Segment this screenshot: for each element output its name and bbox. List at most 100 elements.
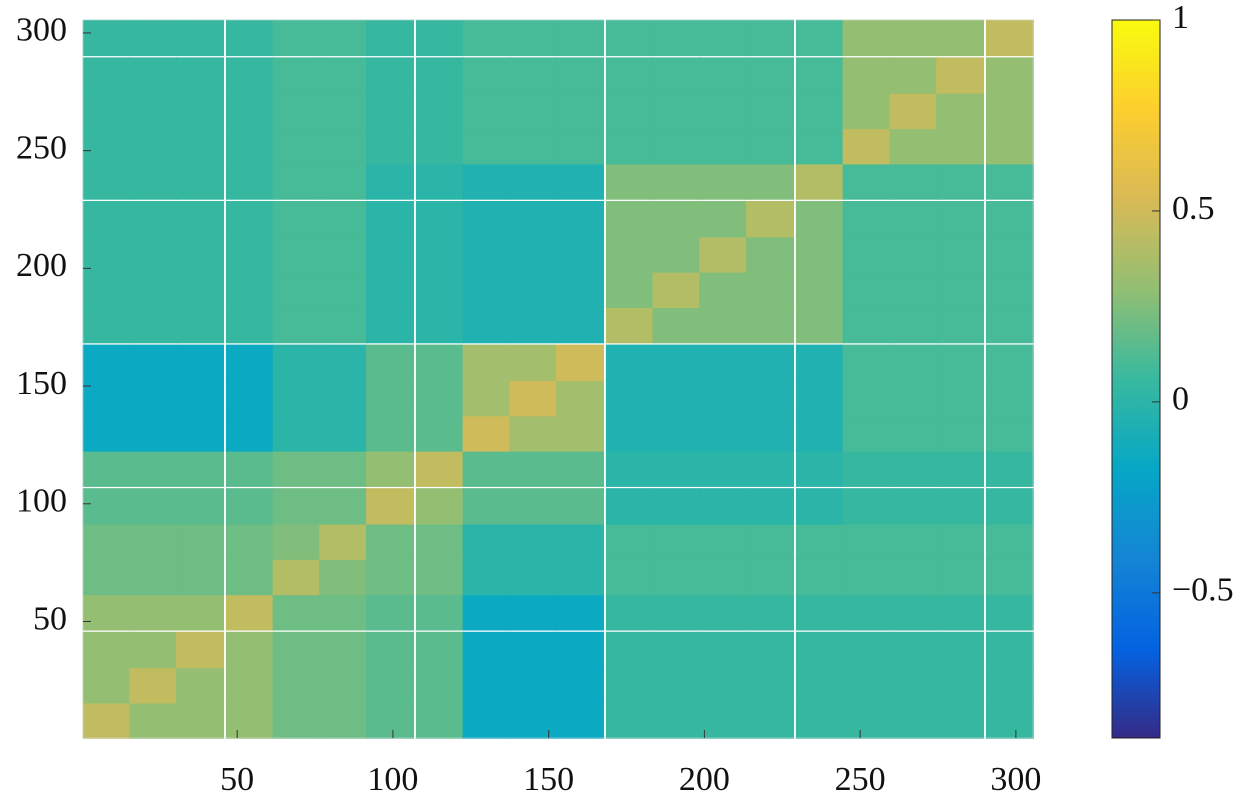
heatmap-cell bbox=[746, 92, 795, 130]
heatmap-cell bbox=[82, 236, 131, 273]
colorbar bbox=[1111, 19, 1161, 739]
heatmap-cell bbox=[129, 379, 178, 417]
heatmap-cell bbox=[652, 271, 701, 308]
heatmap-cell bbox=[225, 306, 274, 344]
heatmap-cell bbox=[936, 450, 985, 487]
heatmap-cell bbox=[889, 92, 938, 130]
heatmap-cell bbox=[366, 200, 415, 238]
heatmap-cell bbox=[746, 57, 795, 94]
heatmap-cell bbox=[82, 488, 131, 525]
heatmap-cell bbox=[509, 57, 558, 94]
heatmap-cell bbox=[842, 19, 891, 57]
heatmap-cell bbox=[652, 523, 701, 560]
y-tick-label: 100 bbox=[16, 483, 67, 520]
heatmap-cell bbox=[272, 667, 321, 704]
x-tick-label: 300 bbox=[990, 761, 1041, 798]
heatmap-cell bbox=[795, 488, 844, 525]
heatmap-cell bbox=[699, 379, 748, 417]
heatmap-cell bbox=[985, 558, 1034, 596]
heatmap-cell bbox=[176, 306, 225, 344]
heatmap-cell bbox=[889, 200, 938, 238]
heatmap-cell bbox=[366, 379, 415, 417]
heatmap-cell bbox=[462, 271, 511, 308]
heatmap-cell bbox=[509, 127, 558, 165]
heatmap-cell bbox=[509, 523, 558, 560]
heatmap-cell bbox=[319, 379, 368, 417]
heatmap-cell bbox=[225, 127, 274, 165]
heatmap-cell bbox=[82, 19, 131, 57]
heatmap-cell bbox=[795, 558, 844, 596]
heatmap-cell bbox=[272, 306, 321, 344]
heatmap-cell bbox=[556, 200, 605, 238]
heatmap-cell bbox=[605, 19, 654, 57]
heatmap-cell bbox=[366, 306, 415, 344]
heatmap-cell bbox=[652, 306, 701, 344]
heatmap-cell bbox=[366, 236, 415, 273]
heatmap-cell bbox=[462, 306, 511, 344]
heatmap-cell bbox=[176, 127, 225, 165]
heatmap-cell bbox=[176, 667, 225, 704]
heatmap-cell bbox=[129, 163, 178, 200]
heatmap-cell bbox=[415, 488, 464, 525]
heatmap-cell bbox=[699, 344, 748, 381]
heatmap-cell bbox=[509, 631, 558, 669]
heatmap-cell bbox=[272, 702, 321, 739]
heatmap-cell bbox=[366, 19, 415, 57]
heatmap-cell bbox=[936, 57, 985, 94]
heatmap-cell bbox=[605, 558, 654, 596]
heatmap-cell bbox=[605, 200, 654, 238]
heatmap-cell bbox=[795, 667, 844, 704]
heatmap-cell bbox=[415, 702, 464, 739]
heatmap-cell bbox=[936, 236, 985, 273]
heatmap-cell bbox=[225, 271, 274, 308]
heatmap-cell bbox=[82, 450, 131, 487]
heatmap-cell bbox=[605, 344, 654, 381]
heatmap-cell bbox=[176, 450, 225, 487]
heatmap-cell bbox=[556, 236, 605, 273]
heatmap-cell bbox=[889, 57, 938, 94]
heatmap-cell bbox=[699, 702, 748, 739]
heatmap-cell bbox=[699, 200, 748, 238]
heatmap-cell bbox=[319, 450, 368, 487]
heatmap-cell bbox=[889, 379, 938, 417]
heatmap-cell bbox=[176, 344, 225, 381]
heatmap-cell bbox=[889, 450, 938, 487]
heatmap-cell bbox=[509, 667, 558, 704]
heatmap-cell bbox=[746, 488, 795, 525]
heatmap-cell bbox=[176, 594, 225, 631]
y-tick-label: 300 bbox=[16, 12, 67, 49]
heatmap-cell bbox=[699, 163, 748, 200]
heatmap-cell bbox=[842, 702, 891, 739]
heatmap-cell bbox=[225, 594, 274, 631]
heatmap-cell bbox=[842, 92, 891, 130]
heatmap-cell bbox=[462, 702, 511, 739]
x-tick-label: 150 bbox=[523, 761, 574, 798]
heatmap-cell bbox=[746, 558, 795, 596]
heatmap-cell bbox=[795, 631, 844, 669]
heatmap-cell bbox=[556, 379, 605, 417]
heatmap-cell bbox=[936, 558, 985, 596]
heatmap-cell bbox=[176, 488, 225, 525]
heatmap-cell bbox=[605, 163, 654, 200]
heatmap-cell bbox=[842, 200, 891, 238]
heatmap-cell bbox=[509, 200, 558, 238]
heatmap-cell bbox=[272, 163, 321, 200]
heatmap-cell bbox=[795, 594, 844, 631]
heatmap-cell bbox=[556, 594, 605, 631]
heatmap-cell bbox=[225, 344, 274, 381]
heatmap-cell bbox=[82, 200, 131, 238]
heatmap-cell bbox=[272, 379, 321, 417]
heatmap-cell bbox=[985, 594, 1034, 631]
heatmap-cell bbox=[225, 488, 274, 525]
heatmap-cell bbox=[556, 271, 605, 308]
heatmap-cell bbox=[556, 523, 605, 560]
heatmap-cell bbox=[842, 558, 891, 596]
heatmap-cell bbox=[842, 236, 891, 273]
heatmap-cell bbox=[652, 379, 701, 417]
heatmap-cell bbox=[82, 92, 131, 130]
heatmap-cell bbox=[556, 92, 605, 130]
heatmap-cell bbox=[462, 379, 511, 417]
heatmap-cell bbox=[652, 57, 701, 94]
y-tick-label: 200 bbox=[16, 247, 67, 284]
heatmap-cell bbox=[556, 57, 605, 94]
